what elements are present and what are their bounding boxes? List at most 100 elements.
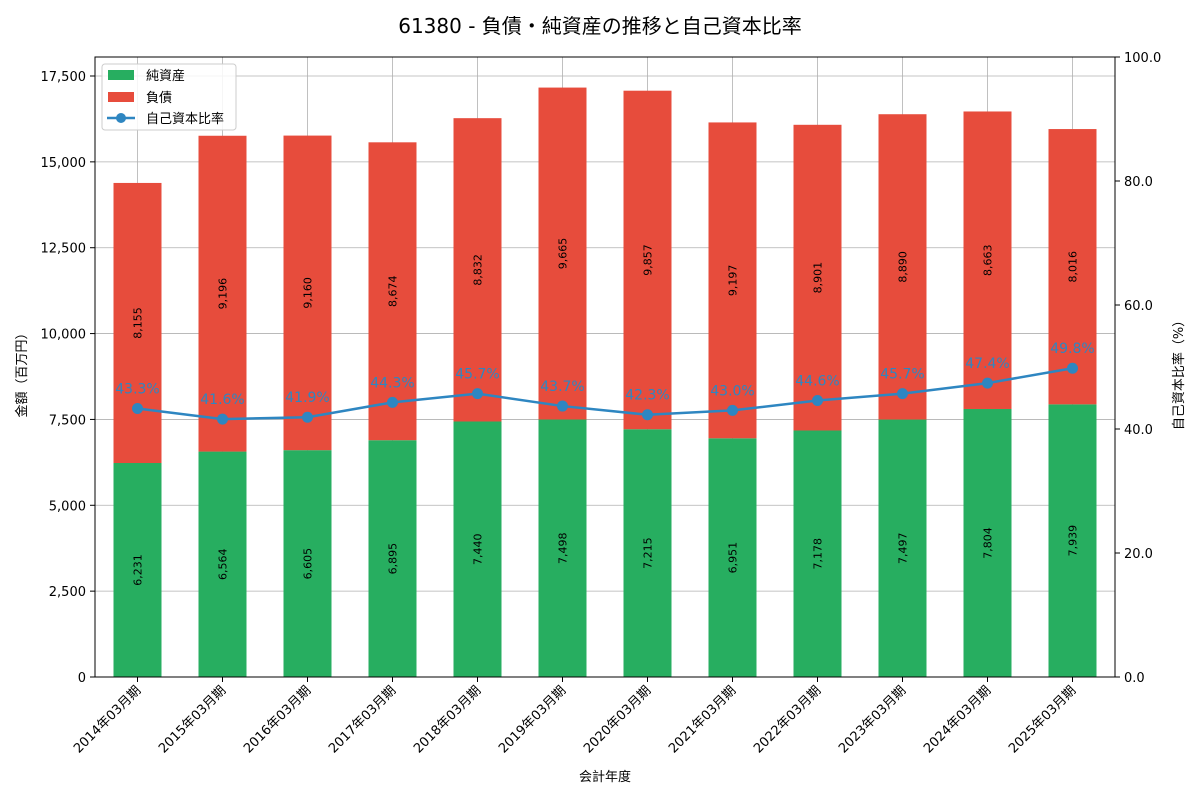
x-tick-label: 2019年03月期 — [496, 683, 569, 756]
legend-swatch-net-assets — [108, 70, 134, 80]
y-tick-label: 17,500 — [41, 70, 87, 85]
bar-net-assets — [113, 463, 162, 677]
legend-label-net-assets: 純資産 — [146, 68, 185, 84]
bar-liabilities — [793, 124, 842, 431]
bar-liabilities — [368, 142, 417, 441]
x-tick-label: 2023年03月期 — [836, 683, 909, 756]
bar-net-assets — [283, 450, 332, 677]
legend-label-liabilities: 負債 — [146, 91, 172, 106]
x-tick-label: 2016年03月期 — [241, 683, 314, 756]
ratio-label: 49.8% — [1050, 341, 1094, 357]
ratio-point — [557, 400, 568, 412]
y-tick-label: 7,500 — [49, 413, 86, 428]
ratio-label: 45.7% — [455, 367, 499, 383]
bar-label-liabilities: 8,016 — [1067, 251, 1080, 283]
bar-liabilities — [113, 182, 162, 464]
bar-labels: 6,231 8,155 6,564 9,196 6,605 9,160 6,895 8,674… — [132, 238, 1080, 586]
y-tick-label: 5,000 — [49, 499, 86, 514]
ratio-point — [132, 403, 143, 415]
ratio-point — [302, 411, 313, 423]
x-tick-label: 2025年03月期 — [1006, 683, 1079, 756]
bar-net-assets — [453, 421, 502, 677]
y2-axis-title: 自己資本比率（%） — [1171, 314, 1187, 430]
bar-label-liabilities: 9,665 — [557, 238, 570, 270]
bar-label-net-assets: 6,605 — [302, 548, 315, 580]
ratio-point — [982, 377, 993, 389]
plot-frame — [94, 56, 1116, 678]
x-tick-label: 2021年03月期 — [666, 683, 739, 756]
bar-liabilities — [283, 135, 332, 451]
bar-label-net-assets: 6,231 — [132, 554, 145, 586]
bar-label-net-assets: 7,939 — [1067, 525, 1080, 557]
y-tick-label: 10,000 — [41, 328, 87, 343]
ratio-label: 43.7% — [540, 379, 584, 395]
ratio-point — [727, 404, 738, 416]
bar-label-liabilities: 9,160 — [302, 277, 315, 309]
chart-title: 61380 - 負債・純資産の推移と自己資本比率 — [398, 14, 802, 38]
ratio-line: 43.3% 41.6% 41.9% 44.3% 45.7% 43.7% 42.3% 43.0%… — [115, 341, 1095, 425]
ratio-label: 45.7% — [880, 367, 924, 383]
y2-tick-label: 80.0 — [1124, 175, 1153, 190]
bar-label-net-assets: 6,895 — [387, 543, 400, 575]
ratio-label: 41.9% — [285, 390, 329, 406]
ratio-point — [1067, 362, 1078, 374]
bar-label-liabilities: 8,890 — [897, 251, 910, 283]
bar-label-net-assets: 7,178 — [812, 538, 825, 570]
bar-net-assets — [1048, 404, 1097, 677]
ratio-point — [812, 394, 823, 406]
bar-net-assets — [368, 440, 417, 677]
bars — [113, 87, 1097, 677]
x-axis-title: 会計年度 — [579, 769, 631, 785]
bar-label-liabilities: 8,663 — [982, 244, 995, 276]
bar-liabilities — [963, 111, 1012, 409]
bar-label-net-assets: 7,498 — [557, 532, 570, 564]
ratio-point — [897, 388, 908, 400]
x-tick-label: 2017年03月期 — [326, 683, 399, 756]
ratio-polyline — [137, 367, 1073, 421]
bar-net-assets — [623, 429, 672, 677]
bar-label-liabilities: 8,832 — [472, 254, 485, 286]
y-tick-label: 2,500 — [49, 585, 86, 600]
y-tick-label: 15,000 — [41, 156, 87, 171]
legend-marker-ratio — [116, 113, 126, 123]
legend-label-ratio: 自己資本比率 — [146, 111, 224, 127]
bar-liabilities — [453, 118, 502, 422]
x-tick-label: 2024年03月期 — [921, 683, 994, 756]
x-tick-label: 2020年03月期 — [581, 683, 654, 756]
x-tick-label: 2015年03月期 — [156, 683, 229, 756]
bar-liabilities — [623, 90, 672, 430]
bar-label-liabilities: 8,155 — [132, 307, 145, 339]
bar-liabilities — [198, 135, 247, 452]
ratio-label: 44.6% — [795, 373, 839, 389]
bar-net-assets — [963, 408, 1012, 677]
axes — [94, 56, 1116, 678]
ratio-point — [217, 413, 228, 425]
ratio-label: 43.0% — [710, 383, 754, 399]
bar-net-assets — [708, 438, 757, 677]
bar-label-liabilities: 8,901 — [812, 262, 825, 294]
bar-label-net-assets: 6,951 — [727, 542, 740, 574]
ratio-point — [387, 396, 398, 408]
legend: 純資産 負債 自己資本比率 — [101, 63, 237, 131]
bar-net-assets — [538, 419, 587, 677]
x-tick-label: 2014年03月期 — [71, 683, 144, 756]
y2-tick-label: 0.0 — [1124, 671, 1145, 686]
ratio-label: 43.3% — [115, 382, 159, 398]
y2-tick-label: 100.0 — [1124, 51, 1161, 66]
bar-net-assets — [793, 430, 842, 677]
bar-liabilities — [878, 114, 927, 420]
legend-box — [101, 63, 237, 131]
grid — [95, 57, 1115, 678]
y2-tick-label: 40.0 — [1124, 423, 1153, 438]
y-tick-label: 0 — [78, 671, 86, 686]
x-tick-label: 2022年03月期 — [751, 683, 824, 756]
bar-label-net-assets: 6,564 — [217, 549, 230, 581]
bar-label-net-assets: 7,215 — [642, 537, 655, 569]
legend-swatch-liabilities — [108, 92, 134, 102]
bar-label-net-assets: 7,440 — [472, 533, 485, 565]
y-tick-label: 12,500 — [41, 242, 87, 257]
y-axis-title: 金額（百万円） — [14, 326, 30, 417]
bar-label-liabilities: 8,674 — [387, 276, 400, 308]
y2-tick-label: 20.0 — [1124, 547, 1153, 562]
ratio-label: 41.6% — [200, 392, 244, 408]
